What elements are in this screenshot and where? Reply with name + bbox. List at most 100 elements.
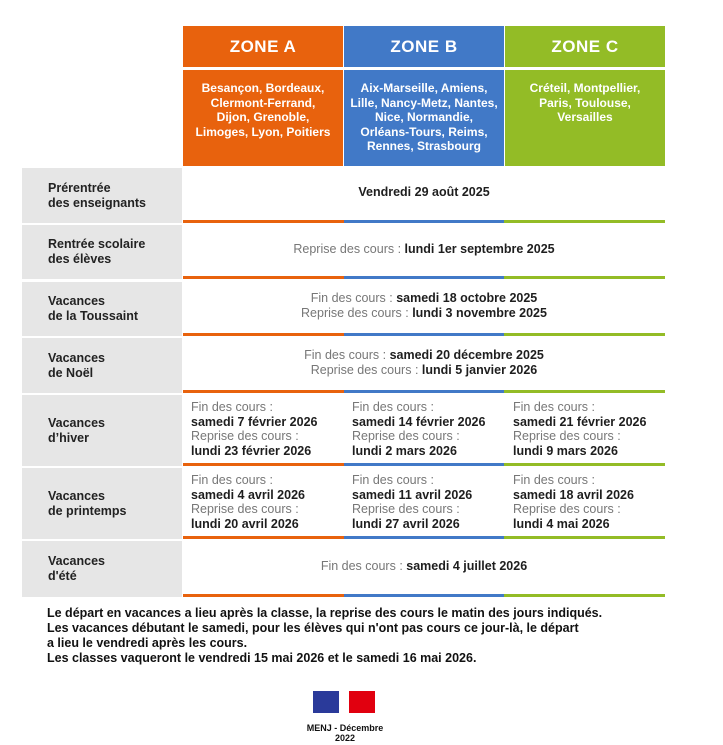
- row-dates: Fin des cours : samedi 4 juillet 2026: [183, 541, 665, 594]
- row-label: Vacances de Noël: [22, 338, 182, 393]
- date-label: Fin des cours :: [310, 291, 397, 305]
- note-line: Les classes vaqueront le vendredi 15 mai…: [47, 651, 477, 665]
- city-line: Clermont-Ferrand,: [210, 95, 316, 110]
- end-label: Fin des cours :: [191, 400, 273, 414]
- resume-label: Reprise des cours :: [352, 429, 460, 443]
- zone-dates: Fin des cours : samedi 18 avril 2026 Repri…: [513, 468, 666, 536]
- divider-segment: [343, 390, 505, 393]
- end: samedi 4 avril 2026: [191, 487, 305, 502]
- divider-segment: [343, 594, 505, 597]
- zone-cities: Aix-Marseille, Amiens, Lille, Nancy-Metz,…: [344, 70, 504, 166]
- zone-dates: Fin des cours : samedi 11 avril 2026 Repri…: [352, 468, 505, 536]
- resume: lundi 4 mai 2026: [513, 516, 610, 531]
- zone-header: ZONE A: [183, 26, 343, 67]
- divider-segment: [504, 220, 666, 223]
- zone-divider: [183, 276, 666, 279]
- row-label-line: de Noël: [48, 365, 94, 380]
- resume-label: Reprise des cours :: [513, 429, 621, 443]
- resume: lundi 2 mars 2026: [352, 443, 457, 458]
- divider-segment: [343, 463, 505, 466]
- zone-divider: [183, 463, 666, 466]
- divider-segment: [183, 390, 344, 393]
- divider-segment: [183, 276, 344, 279]
- divider-segment: [343, 333, 505, 336]
- date-label: Fin des cours :: [320, 558, 407, 573]
- row-label-line: d’hiver: [48, 430, 89, 445]
- divider-segment: [183, 220, 344, 223]
- row-label: Vacances d'été: [22, 541, 182, 597]
- city-line: Lille, Nancy-Metz, Nantes,: [350, 95, 498, 110]
- end-label: Fin des cours :: [513, 473, 595, 487]
- zone-dates: Fin des cours : samedi 21 février 2026 Rep…: [513, 395, 666, 463]
- city-line: Paris, Toulouse,: [539, 95, 631, 110]
- row-label-line: Rentrée scolaire: [48, 237, 146, 251]
- zone-divider: [183, 536, 666, 539]
- divider-segment: [183, 594, 344, 597]
- end: samedi 11 avril 2026: [352, 487, 473, 502]
- end-label: Fin des cours :: [352, 473, 434, 487]
- row-dates: Vendredi 29 août 2025: [183, 168, 665, 220]
- divider-segment: [504, 276, 666, 279]
- divider-segment: [183, 463, 344, 466]
- row-label: Vacances d’hiver: [22, 395, 182, 466]
- date-line: Fin des cours : samedi 18 octobre 2025: [311, 291, 538, 306]
- date-value: samedi 4 juillet 2026: [406, 558, 528, 573]
- date-line: Vendredi 29 août 2025: [358, 185, 489, 200]
- resume: lundi 9 mars 2026: [513, 443, 618, 458]
- resume: lundi 27 avril 2026: [352, 516, 460, 531]
- end-label: Fin des cours :: [513, 400, 595, 414]
- zone-divider: [183, 390, 666, 393]
- date-label: Reprise des cours :: [293, 241, 405, 256]
- row-label-line: Vacances: [48, 488, 105, 503]
- marianne-logo: [313, 691, 375, 713]
- resume-label: Reprise des cours :: [352, 502, 460, 516]
- date-value: lundi 1er septembre 2025: [404, 241, 555, 256]
- row-label: Prérentrée des enseignants: [22, 168, 182, 223]
- city-line: Nice, Normandie,: [374, 110, 474, 124]
- city-line: Dijon, Grenoble,: [216, 110, 310, 124]
- divider-segment: [343, 276, 505, 279]
- city-line: Limoges, Lyon, Poitiers: [195, 124, 331, 139]
- date-value: samedi 20 décembre 2025: [389, 347, 544, 362]
- date-line: Fin des cours : samedi 20 décembre 2025: [304, 348, 544, 363]
- note-line: Les vacances débutant le samedi, pour le…: [47, 621, 579, 635]
- date-line: Reprise des cours : lundi 5 janvier 2026: [311, 363, 538, 378]
- city-line: Orléans-Tours, Reims,: [360, 124, 488, 139]
- row-dates: Fin des cours : samedi 20 décembre 2025 R…: [183, 338, 665, 390]
- city-line: Versailles: [557, 110, 613, 124]
- row-label-line: d'été: [48, 569, 77, 583]
- zone-divider: [183, 594, 666, 597]
- zone-dates: Fin des cours : samedi 4 avril 2026 Repris…: [191, 468, 344, 536]
- zone-dates: Fin des cours : samedi 7 février 2026 Repr…: [191, 395, 344, 463]
- zone-divider: [183, 333, 666, 336]
- divider-segment: [343, 536, 505, 539]
- divider-segment: [183, 536, 344, 539]
- city-line: Aix-Marseille, Amiens,: [360, 81, 488, 95]
- row-label: Rentrée scolaire des élèves: [22, 225, 182, 279]
- divider-segment: [504, 463, 666, 466]
- divider-segment: [504, 536, 666, 539]
- resume-label: Reprise des cours :: [513, 502, 621, 516]
- resume-label: Reprise des cours :: [191, 429, 299, 443]
- row-label-line: de la Toussaint: [48, 309, 139, 323]
- end-label: Fin des cours :: [191, 473, 273, 487]
- city-line: Rennes, Strasbourg: [366, 139, 482, 153]
- date-label: Reprise des cours :: [310, 362, 422, 377]
- divider-segment: [343, 220, 505, 223]
- row-label: Vacances de printemps: [22, 468, 182, 539]
- row-label-line: Vacances: [48, 350, 105, 365]
- zone-cities: Créteil, Montpellier, Paris, Toulouse, Ver…: [505, 70, 665, 166]
- date-value: Vendredi 29 août 2025: [358, 185, 490, 199]
- row-label-line: Vacances: [48, 294, 105, 308]
- row-label-line: Prérentrée: [48, 180, 111, 195]
- city-line: Besançon, Bordeaux,: [201, 81, 325, 95]
- footer-credit: MENJ - Décembre 2022: [306, 723, 384, 743]
- resume-label: Reprise des cours :: [191, 502, 299, 516]
- zone-header: ZONE C: [505, 26, 665, 67]
- zone-divider: [183, 220, 666, 223]
- resume: lundi 23 février 2026: [191, 443, 312, 458]
- divider-segment: [183, 333, 344, 336]
- end: samedi 21 février 2026: [513, 414, 647, 429]
- divider-segment: [504, 594, 666, 597]
- end-label: Fin des cours :: [352, 400, 434, 414]
